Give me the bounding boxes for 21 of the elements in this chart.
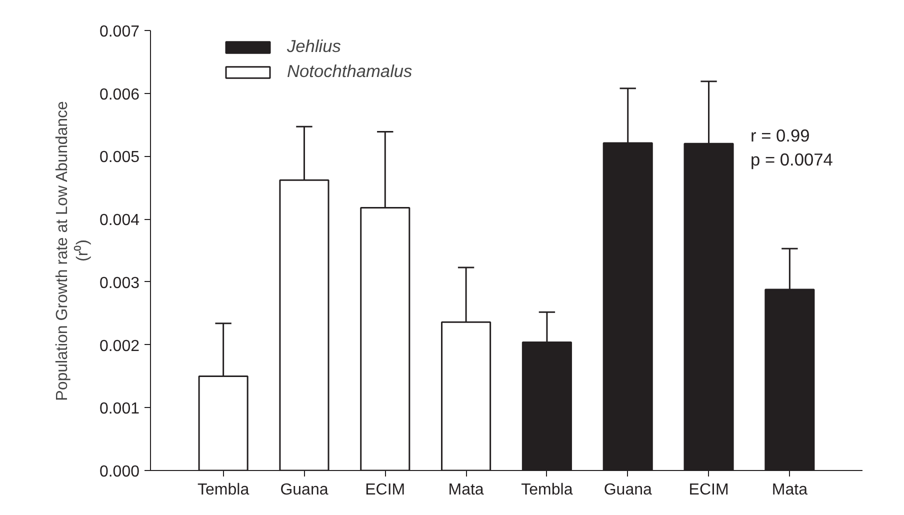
annotation: p = 0.0074 [750,150,834,170]
y-tick-label: 0.007 [99,24,140,40]
x-tick-label: Tembla [521,482,573,498]
y-tick-label: 0.006 [99,86,140,104]
legend-label: Notochthamalus [287,61,412,82]
y-tick-label: 0.005 [99,149,140,166]
x-tick-label: ECIM [688,482,729,498]
y-tick-label: 0.002 [99,338,140,355]
x-tick-label: ECIM [365,482,406,498]
annotation: r = 0.99 [750,126,810,146]
legend-label: Jehlius [287,36,341,57]
x-tick-label: Mata [772,482,808,498]
y-tick-label: 0.004 [99,212,140,230]
x-tick-label: Mata [448,482,484,498]
y-tick-label: 0.003 [99,274,140,292]
y-tick-label: 0.001 [99,400,140,418]
x-tick-label: Guana [280,482,328,498]
x-tick-label: Tembla [198,482,250,498]
x-tick-label: Guana [604,482,652,498]
y-tick-label: 0.000 [99,464,140,480]
y-axis-title: Population Growth rate at Low Abundance (r⁰) [54,100,92,401]
